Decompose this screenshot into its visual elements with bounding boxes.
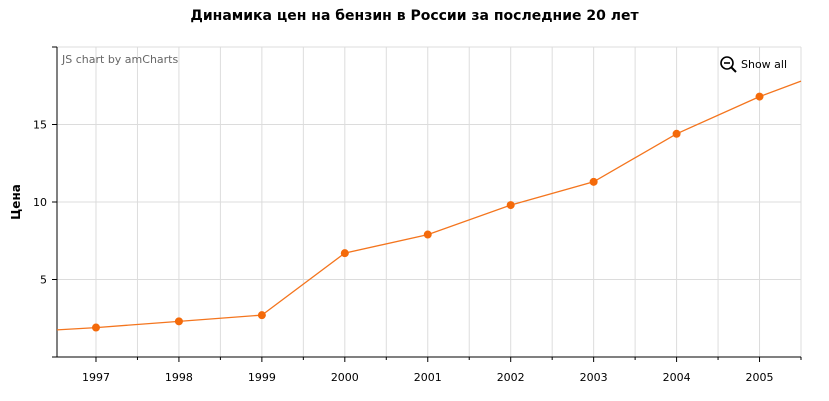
y-tick-label: 5 xyxy=(40,274,47,287)
x-tick-label: 1997 xyxy=(82,371,110,384)
data-point-1998[interactable] xyxy=(174,317,183,326)
x-tick-label: 2001 xyxy=(414,371,442,384)
show-all-label: Show all xyxy=(741,58,787,71)
y-tick-label: 15 xyxy=(33,119,47,132)
x-tick-labels: 1997 1998 1999 2000 2001 2002 2003 2004 2005 xyxy=(82,371,774,384)
y-axis-label: Цена xyxy=(9,184,23,220)
data-point-2001[interactable] xyxy=(423,230,432,239)
data-point-2004[interactable] xyxy=(672,129,681,138)
x-tick-label: 2003 xyxy=(580,371,608,384)
x-tick-label: 2000 xyxy=(331,371,359,384)
data-point-1999[interactable] xyxy=(257,311,266,320)
data-point-2005[interactable] xyxy=(755,92,764,101)
zoom-out-icon xyxy=(720,56,737,73)
series-layer xyxy=(56,80,802,332)
y-tick-label: 10 xyxy=(33,196,47,209)
x-tick-label: 1998 xyxy=(165,371,193,384)
x-tick-label: 2004 xyxy=(663,371,691,384)
axes xyxy=(52,46,802,362)
grid xyxy=(57,46,802,357)
data-point-2002[interactable] xyxy=(506,201,515,210)
data-point-2000[interactable] xyxy=(340,249,349,258)
data-point-2003[interactable] xyxy=(589,177,598,186)
data-point-1997[interactable] xyxy=(91,323,100,332)
amcharts-credit[interactable]: JS chart by amCharts xyxy=(61,53,178,66)
x-tick-label: 1999 xyxy=(248,371,276,384)
x-tick-label: 2002 xyxy=(497,371,525,384)
x-tick-label: 2005 xyxy=(746,371,774,384)
y-tick-labels: 5 10 15 xyxy=(33,119,47,287)
series-line xyxy=(56,80,802,331)
show-all-button[interactable]: Show all xyxy=(720,56,787,73)
chart-title: Динамика цен на бензин в России за после… xyxy=(190,8,639,24)
